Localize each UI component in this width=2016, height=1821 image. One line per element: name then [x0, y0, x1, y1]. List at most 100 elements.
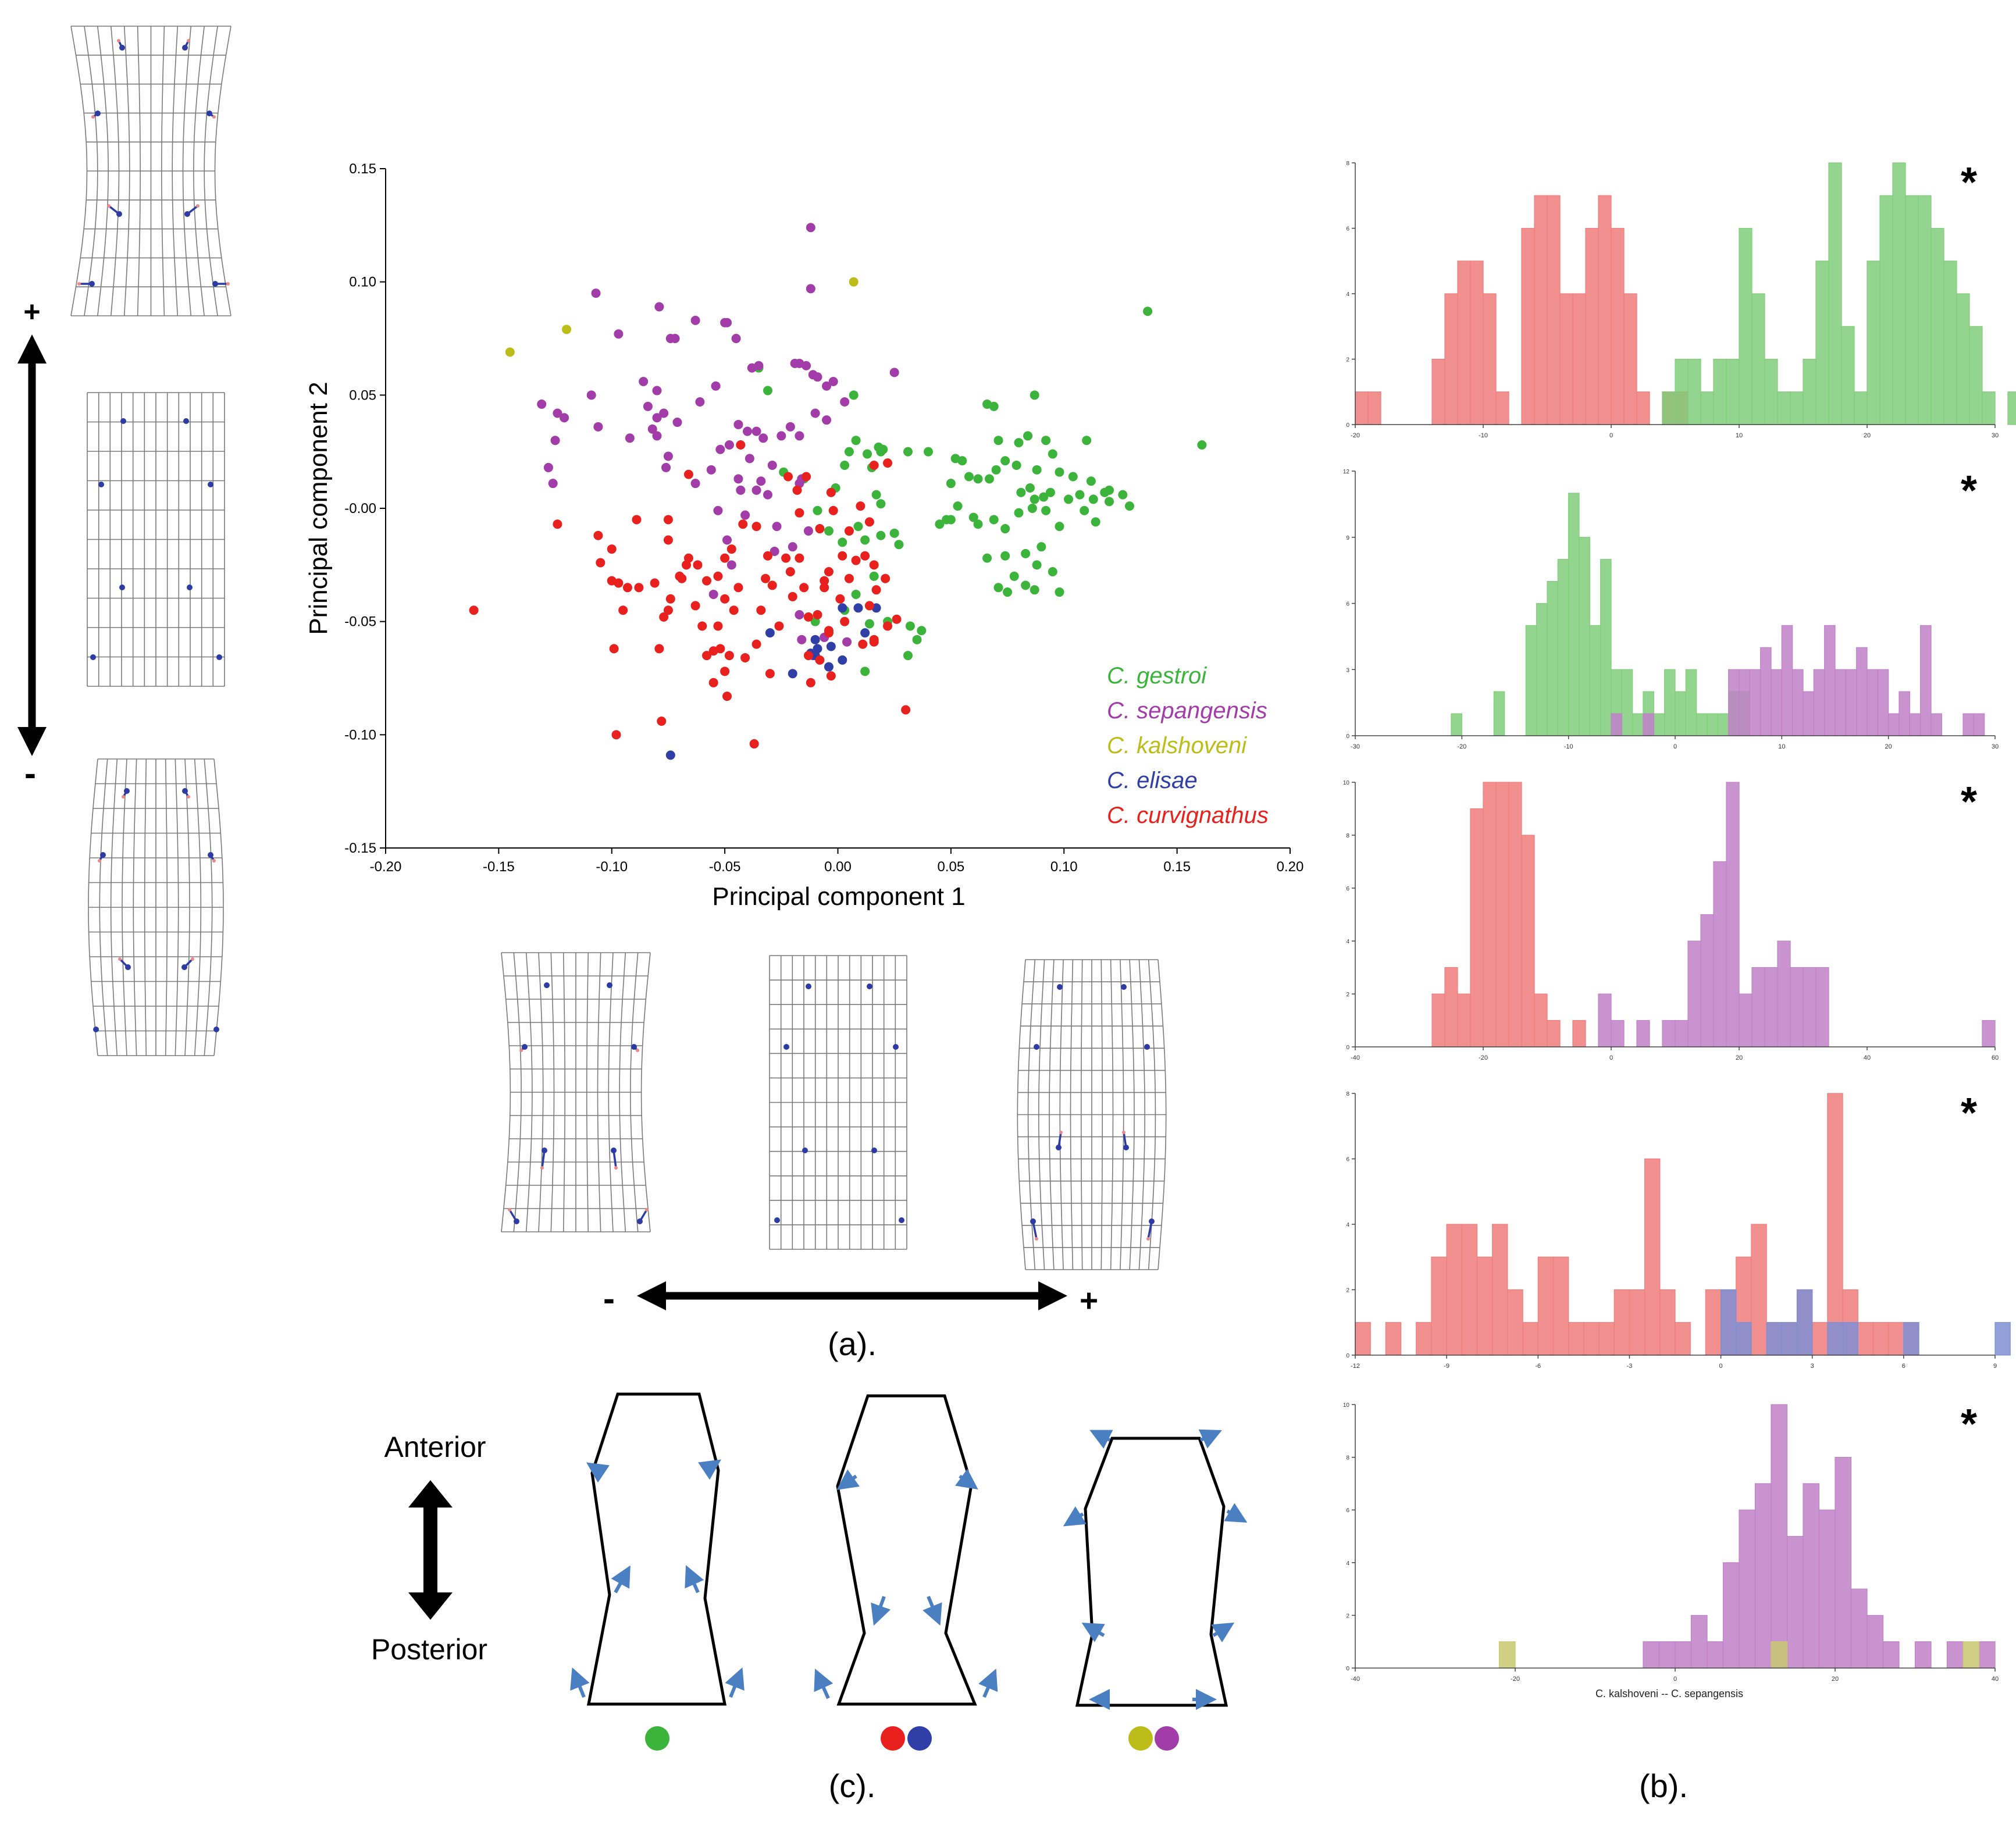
histogram-bar	[1792, 669, 1804, 736]
landmark-point	[611, 1148, 617, 1153]
histogram-y-tick-label: 4	[1346, 1560, 1349, 1567]
point-gestroi	[1100, 487, 1110, 497]
point-curvignathus	[792, 485, 802, 495]
histogram-bar	[1492, 1224, 1508, 1356]
point-curvignathus	[892, 614, 902, 624]
histogram-bar	[1700, 914, 1714, 1047]
point-sepangensis	[806, 284, 815, 294]
point-curvignathus	[607, 576, 617, 586]
point-curvignathus	[677, 573, 687, 583]
histogram-bar	[1707, 713, 1718, 736]
point-gestroi	[876, 530, 886, 540]
point-gestroi	[912, 635, 922, 644]
point-curvignathus	[761, 573, 771, 583]
histogram-y-tick-label: 4	[1346, 939, 1349, 945]
point-curvignathus	[720, 667, 730, 676]
histogram-bar	[1751, 1224, 1767, 1356]
point-curvignathus	[740, 653, 750, 662]
point-gestroi	[1143, 307, 1153, 316]
point-gestroi	[1014, 438, 1024, 448]
point-sepangensis	[813, 372, 822, 382]
landmark-point	[212, 281, 218, 287]
point-sepangensis	[553, 408, 562, 418]
histogram-bar	[1507, 1289, 1523, 1356]
landmark-point	[119, 585, 125, 590]
landmark-arrow	[955, 1469, 978, 1490]
landmark-point	[95, 111, 101, 116]
landmark-point	[1123, 1145, 1129, 1150]
landmark-point	[631, 1044, 637, 1050]
histogram-x-tick-label: -30	[1351, 743, 1360, 750]
point-sepangensis	[550, 436, 560, 446]
landmark-point	[124, 788, 130, 794]
point-gestroi	[1091, 517, 1100, 527]
point-gestroi	[989, 515, 999, 525]
histogram-bar	[1457, 261, 1471, 425]
landmark-arrow	[1198, 1429, 1222, 1449]
point-sepangensis	[708, 589, 718, 599]
point-gestroi	[849, 390, 859, 400]
histogram-bar	[1483, 293, 1497, 425]
histogram-bar	[1690, 1615, 1708, 1669]
point-sepangensis	[797, 635, 807, 644]
point-gestroi	[871, 490, 881, 500]
point-curvignathus	[838, 551, 847, 561]
histogram-bar	[1589, 625, 1601, 736]
point-curvignathus	[828, 505, 838, 515]
point-elisae	[665, 750, 675, 760]
point-gestroi	[1055, 522, 1064, 532]
point-curvignathus	[663, 535, 673, 545]
histogram-bar	[1495, 391, 1509, 425]
point-sepangensis	[810, 408, 820, 418]
point-curvignathus	[654, 644, 664, 654]
histogram-bar	[1760, 647, 1772, 736]
landmark-point	[783, 1044, 789, 1050]
histogram-bar	[1771, 1404, 1788, 1669]
point-gestroi	[1030, 390, 1039, 400]
histogram-bar	[1867, 669, 1878, 736]
point-sepangensis	[652, 431, 662, 441]
histogram-bar	[1525, 625, 1537, 736]
vertical-pc2-arrow: + -	[17, 295, 47, 793]
point-sepangensis	[713, 505, 723, 515]
histogram-x-tick-label: -20	[1351, 432, 1360, 439]
point-curvignathus	[650, 578, 660, 588]
histogram-bar	[1827, 1322, 1843, 1356]
point-gestroi	[863, 449, 872, 459]
point-curvignathus	[860, 551, 870, 561]
histogram-bar	[1835, 669, 1846, 736]
histogram-bar	[1431, 993, 1445, 1047]
point-gestroi	[946, 479, 956, 489]
point-curvignathus	[820, 583, 829, 593]
point-gestroi	[903, 651, 913, 661]
point-gestroi	[964, 472, 974, 482]
point-curvignathus	[824, 628, 834, 638]
outline-shape-1	[570, 1392, 745, 1751]
histogram-y-tick-label: 8	[1346, 161, 1349, 167]
histogram-bar	[1552, 1256, 1569, 1356]
point-sepangensis	[672, 418, 682, 427]
landmark-point	[1121, 984, 1127, 990]
horizontal-minus-label: -	[603, 1279, 615, 1318]
point-sepangensis	[670, 334, 680, 343]
landmark-arrow	[922, 1595, 942, 1626]
species-dot-elisae	[907, 1726, 932, 1751]
histogram-y-tick-label: 6	[1346, 601, 1349, 608]
legend-entry-curvignathus: C. curvignathus	[1107, 803, 1269, 828]
point-curvignathus	[883, 621, 893, 631]
histogram-bar	[1600, 559, 1612, 736]
significance-star: *	[1961, 779, 1977, 825]
histogram-x-tick-label: 60	[1992, 1054, 1999, 1061]
point-gestroi	[1000, 456, 1010, 466]
histogram-bar	[1796, 1289, 1813, 1356]
point-gestroi	[1016, 487, 1026, 497]
histogram-bar	[1585, 227, 1599, 425]
histogram-bar	[1882, 1641, 1900, 1669]
histogram-bar	[1994, 1322, 2011, 1356]
landmark-point	[1030, 1218, 1036, 1224]
point-gestroi	[860, 535, 870, 545]
histogram-bar	[1903, 1322, 1919, 1356]
point-sepangensis	[889, 368, 899, 377]
point-curvignathus	[844, 573, 854, 583]
landmark-point	[208, 482, 213, 487]
